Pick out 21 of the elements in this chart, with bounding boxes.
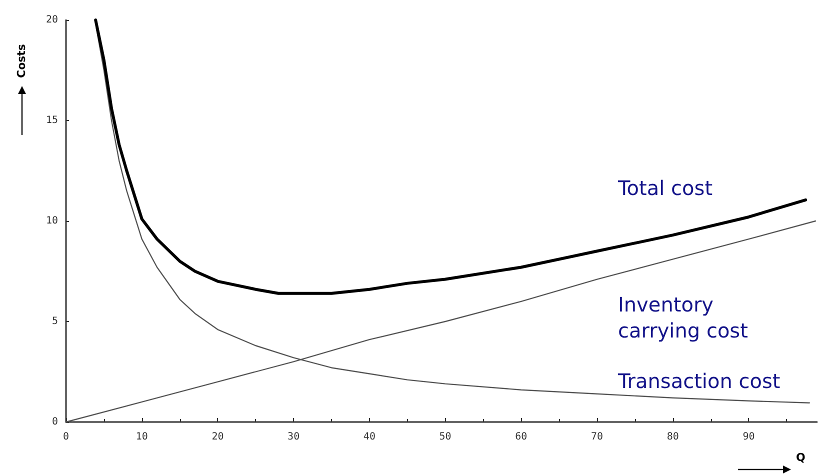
y-tick-label: 10 (46, 216, 58, 226)
line-series (94, 18, 808, 295)
y-tick-label: 5 (52, 316, 58, 327)
x-tick-label: 0 (62, 432, 70, 442)
x-tick-label: 50 (439, 432, 452, 442)
x-tick-label: 70 (590, 432, 604, 442)
series-label: Total cost (616, 176, 713, 200)
x-tick-label: 40 (363, 432, 376, 442)
x-tick-label: 20 (212, 432, 224, 442)
x-tick-label: 60 (515, 432, 528, 442)
x-tick-label: 30 (288, 432, 300, 442)
series-label: Transaction cost (616, 368, 780, 393)
x-axis-title: Q (796, 451, 806, 464)
x-tick-label: 80 (666, 432, 679, 442)
x-tick-label: 90 (742, 432, 755, 442)
y-axis-title: Costs (15, 44, 28, 78)
x-tick-label: 10 (136, 432, 148, 442)
y-tick-label: 15 (46, 115, 58, 126)
y-tick-label: 20 (46, 14, 58, 26)
y-tick-label: 0 (52, 416, 58, 428)
series-label: Inventory carrying cost (618, 292, 748, 342)
